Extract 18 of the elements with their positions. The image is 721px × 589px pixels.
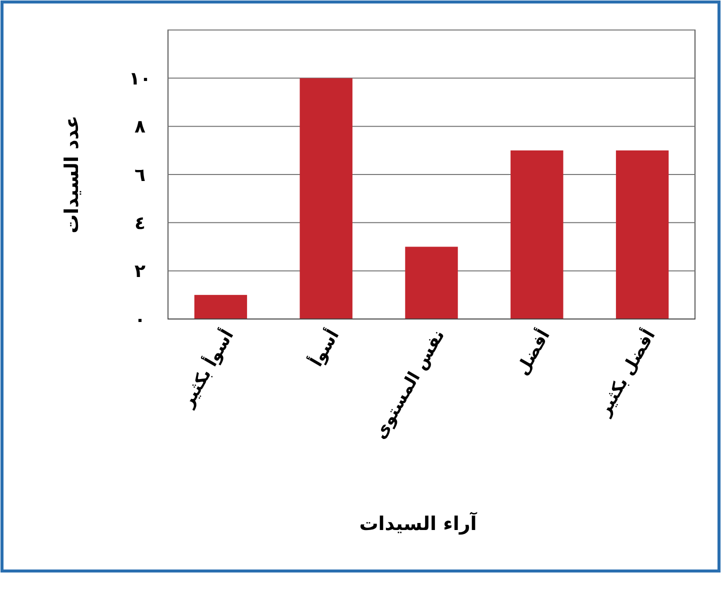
y-tick-label: ٦ xyxy=(134,164,146,186)
bar xyxy=(510,150,564,319)
bar xyxy=(616,150,669,319)
x-tick-label: أسوأ xyxy=(305,325,344,370)
y-tick-label: ١٠ xyxy=(129,68,151,90)
y-tick-label: ٨ xyxy=(134,116,146,138)
x-tick-label: أفضل xyxy=(510,325,554,379)
y-tick-label: ٤ xyxy=(134,212,146,234)
x-axis-title: آراء السيدات xyxy=(359,511,478,535)
x-tick-label: أفضل بكثير xyxy=(592,325,660,420)
x-tick-label: أسوأ بكثير xyxy=(176,325,238,412)
y-tick-label: ٢ xyxy=(134,261,146,282)
x-tick-label: نفس المستوى xyxy=(370,326,449,443)
bar xyxy=(300,78,352,319)
bar xyxy=(194,294,248,319)
bar xyxy=(405,246,458,319)
y-tick-label: ٠ xyxy=(134,309,146,330)
y-axis-title: عدد السيدات xyxy=(61,116,83,234)
